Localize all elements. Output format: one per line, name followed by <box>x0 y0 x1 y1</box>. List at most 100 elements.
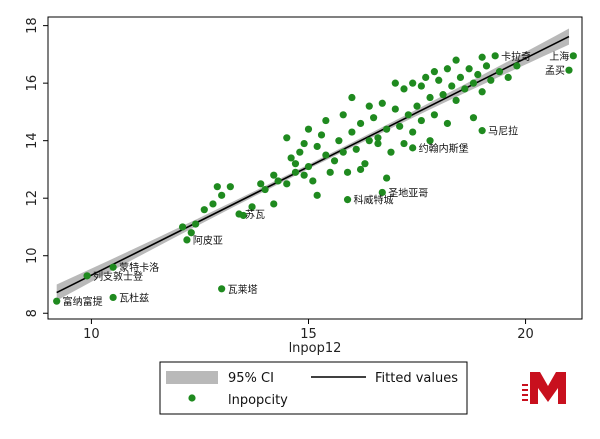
data-point-73 <box>400 139 408 148</box>
data-point-23 <box>330 157 339 165</box>
point-label-9: 蒙特卡洛 <box>119 261 159 274</box>
data-point-19 <box>313 142 321 151</box>
data-point-77 <box>374 134 382 142</box>
data-point-60 <box>495 68 504 76</box>
data-point-15 <box>296 148 304 156</box>
data-point-0 <box>178 223 187 231</box>
data-point-61 <box>504 73 512 81</box>
data-point-33 <box>374 139 382 148</box>
data-point-67 <box>443 119 452 128</box>
data-point-3 <box>209 200 217 208</box>
data-point-46 <box>430 111 438 119</box>
data-point-9 <box>261 185 269 194</box>
data-point-1 <box>187 229 195 237</box>
data-point-62 <box>513 62 521 70</box>
data-point-59 <box>487 76 495 84</box>
legend-points-label: lnpopcity <box>228 393 288 408</box>
labeled-point-10 <box>83 272 91 280</box>
data-point-55 <box>469 79 478 87</box>
data-point-75 <box>478 53 486 61</box>
y-tick-label-0: 8 <box>25 309 40 317</box>
labeled-point-12 <box>109 293 117 302</box>
data-point-47 <box>435 76 443 84</box>
data-point-83 <box>469 114 478 122</box>
data-point-30 <box>361 160 369 168</box>
data-point-39 <box>400 85 408 93</box>
data-point-80 <box>192 220 200 228</box>
data-point-18 <box>309 177 317 185</box>
data-point-34 <box>378 99 386 107</box>
data-point-66 <box>417 82 425 90</box>
data-point-40 <box>404 111 412 119</box>
data-point-53 <box>461 85 469 93</box>
point-label-10: 列支敦士登 <box>93 270 143 283</box>
point-label-0: 上海 <box>549 50 569 63</box>
y-tick-label-4: 16 <box>25 75 40 92</box>
data-point-65 <box>391 79 399 87</box>
legend-ci-swatch <box>166 371 218 384</box>
point-label-3: 马尼拉 <box>488 125 518 138</box>
data-point-12 <box>283 180 291 188</box>
x-tick-label-1: 15 <box>300 327 317 342</box>
x-tick-label-2: 20 <box>517 327 534 342</box>
data-point-44 <box>422 73 430 81</box>
legend-box <box>159 361 468 415</box>
legend: 95% CI Fitted values lnpopcity <box>159 361 468 415</box>
data-point-17 <box>304 162 313 171</box>
labeled-point-6 <box>343 196 352 204</box>
labeled-point-2 <box>491 52 499 60</box>
point-label-5: 圣地亚哥 <box>388 186 428 199</box>
point-label-8: 阿皮亚 <box>193 234 223 247</box>
data-point-49 <box>443 65 452 73</box>
legend-points-swatch <box>188 394 196 402</box>
data-point-28 <box>352 145 360 153</box>
y-axis-ticks: 8 10 12 14 16 18 <box>25 17 48 317</box>
data-point-5 <box>226 183 234 191</box>
y-tick-label-2: 12 <box>25 190 40 207</box>
data-point-29 <box>356 119 365 128</box>
data-point-48 <box>439 91 447 99</box>
point-label-6: 科威特城 <box>354 194 394 207</box>
data-point-78 <box>426 137 434 145</box>
data-point-38 <box>396 122 404 130</box>
data-point-2 <box>200 206 208 214</box>
point-label-11: 富纳富提 <box>63 295 103 308</box>
data-point-86 <box>300 139 308 148</box>
labeled-point-1 <box>565 66 573 74</box>
data-point-42 <box>413 102 421 110</box>
data-point-85 <box>348 93 356 102</box>
data-point-57 <box>478 88 486 96</box>
data-point-56 <box>474 70 482 79</box>
data-point-64 <box>322 116 330 125</box>
data-point-82 <box>313 191 321 199</box>
data-point-20 <box>317 131 326 139</box>
labeled-point-4 <box>409 144 417 152</box>
point-label-2: 卡拉奇 <box>501 50 531 63</box>
point-label-7: 苏瓦 <box>245 208 265 221</box>
data-point-74 <box>452 56 460 64</box>
x-tick-label-0: 10 <box>83 327 100 342</box>
labeled-point-13 <box>218 285 226 293</box>
data-point-22 <box>326 168 334 176</box>
points-layer <box>53 52 577 305</box>
data-point-43 <box>417 116 425 125</box>
data-point-8 <box>257 180 265 188</box>
labeled-point-9 <box>109 263 117 271</box>
data-point-25 <box>339 148 347 156</box>
data-point-50 <box>448 82 456 90</box>
data-point-79 <box>218 191 226 199</box>
data-point-32 <box>370 114 378 122</box>
labeled-point-11 <box>53 297 61 305</box>
data-point-54 <box>465 65 473 73</box>
labeled-point-8 <box>183 236 191 244</box>
data-point-76 <box>339 111 347 119</box>
y-tick-label-5: 18 <box>25 17 40 34</box>
data-point-37 <box>391 105 399 113</box>
data-point-81 <box>270 200 278 208</box>
x-axis-title: lnpop12 <box>289 341 342 356</box>
data-point-24 <box>335 137 343 145</box>
data-point-87 <box>430 68 438 76</box>
data-point-16 <box>300 171 308 179</box>
fitted-line <box>56 35 570 294</box>
